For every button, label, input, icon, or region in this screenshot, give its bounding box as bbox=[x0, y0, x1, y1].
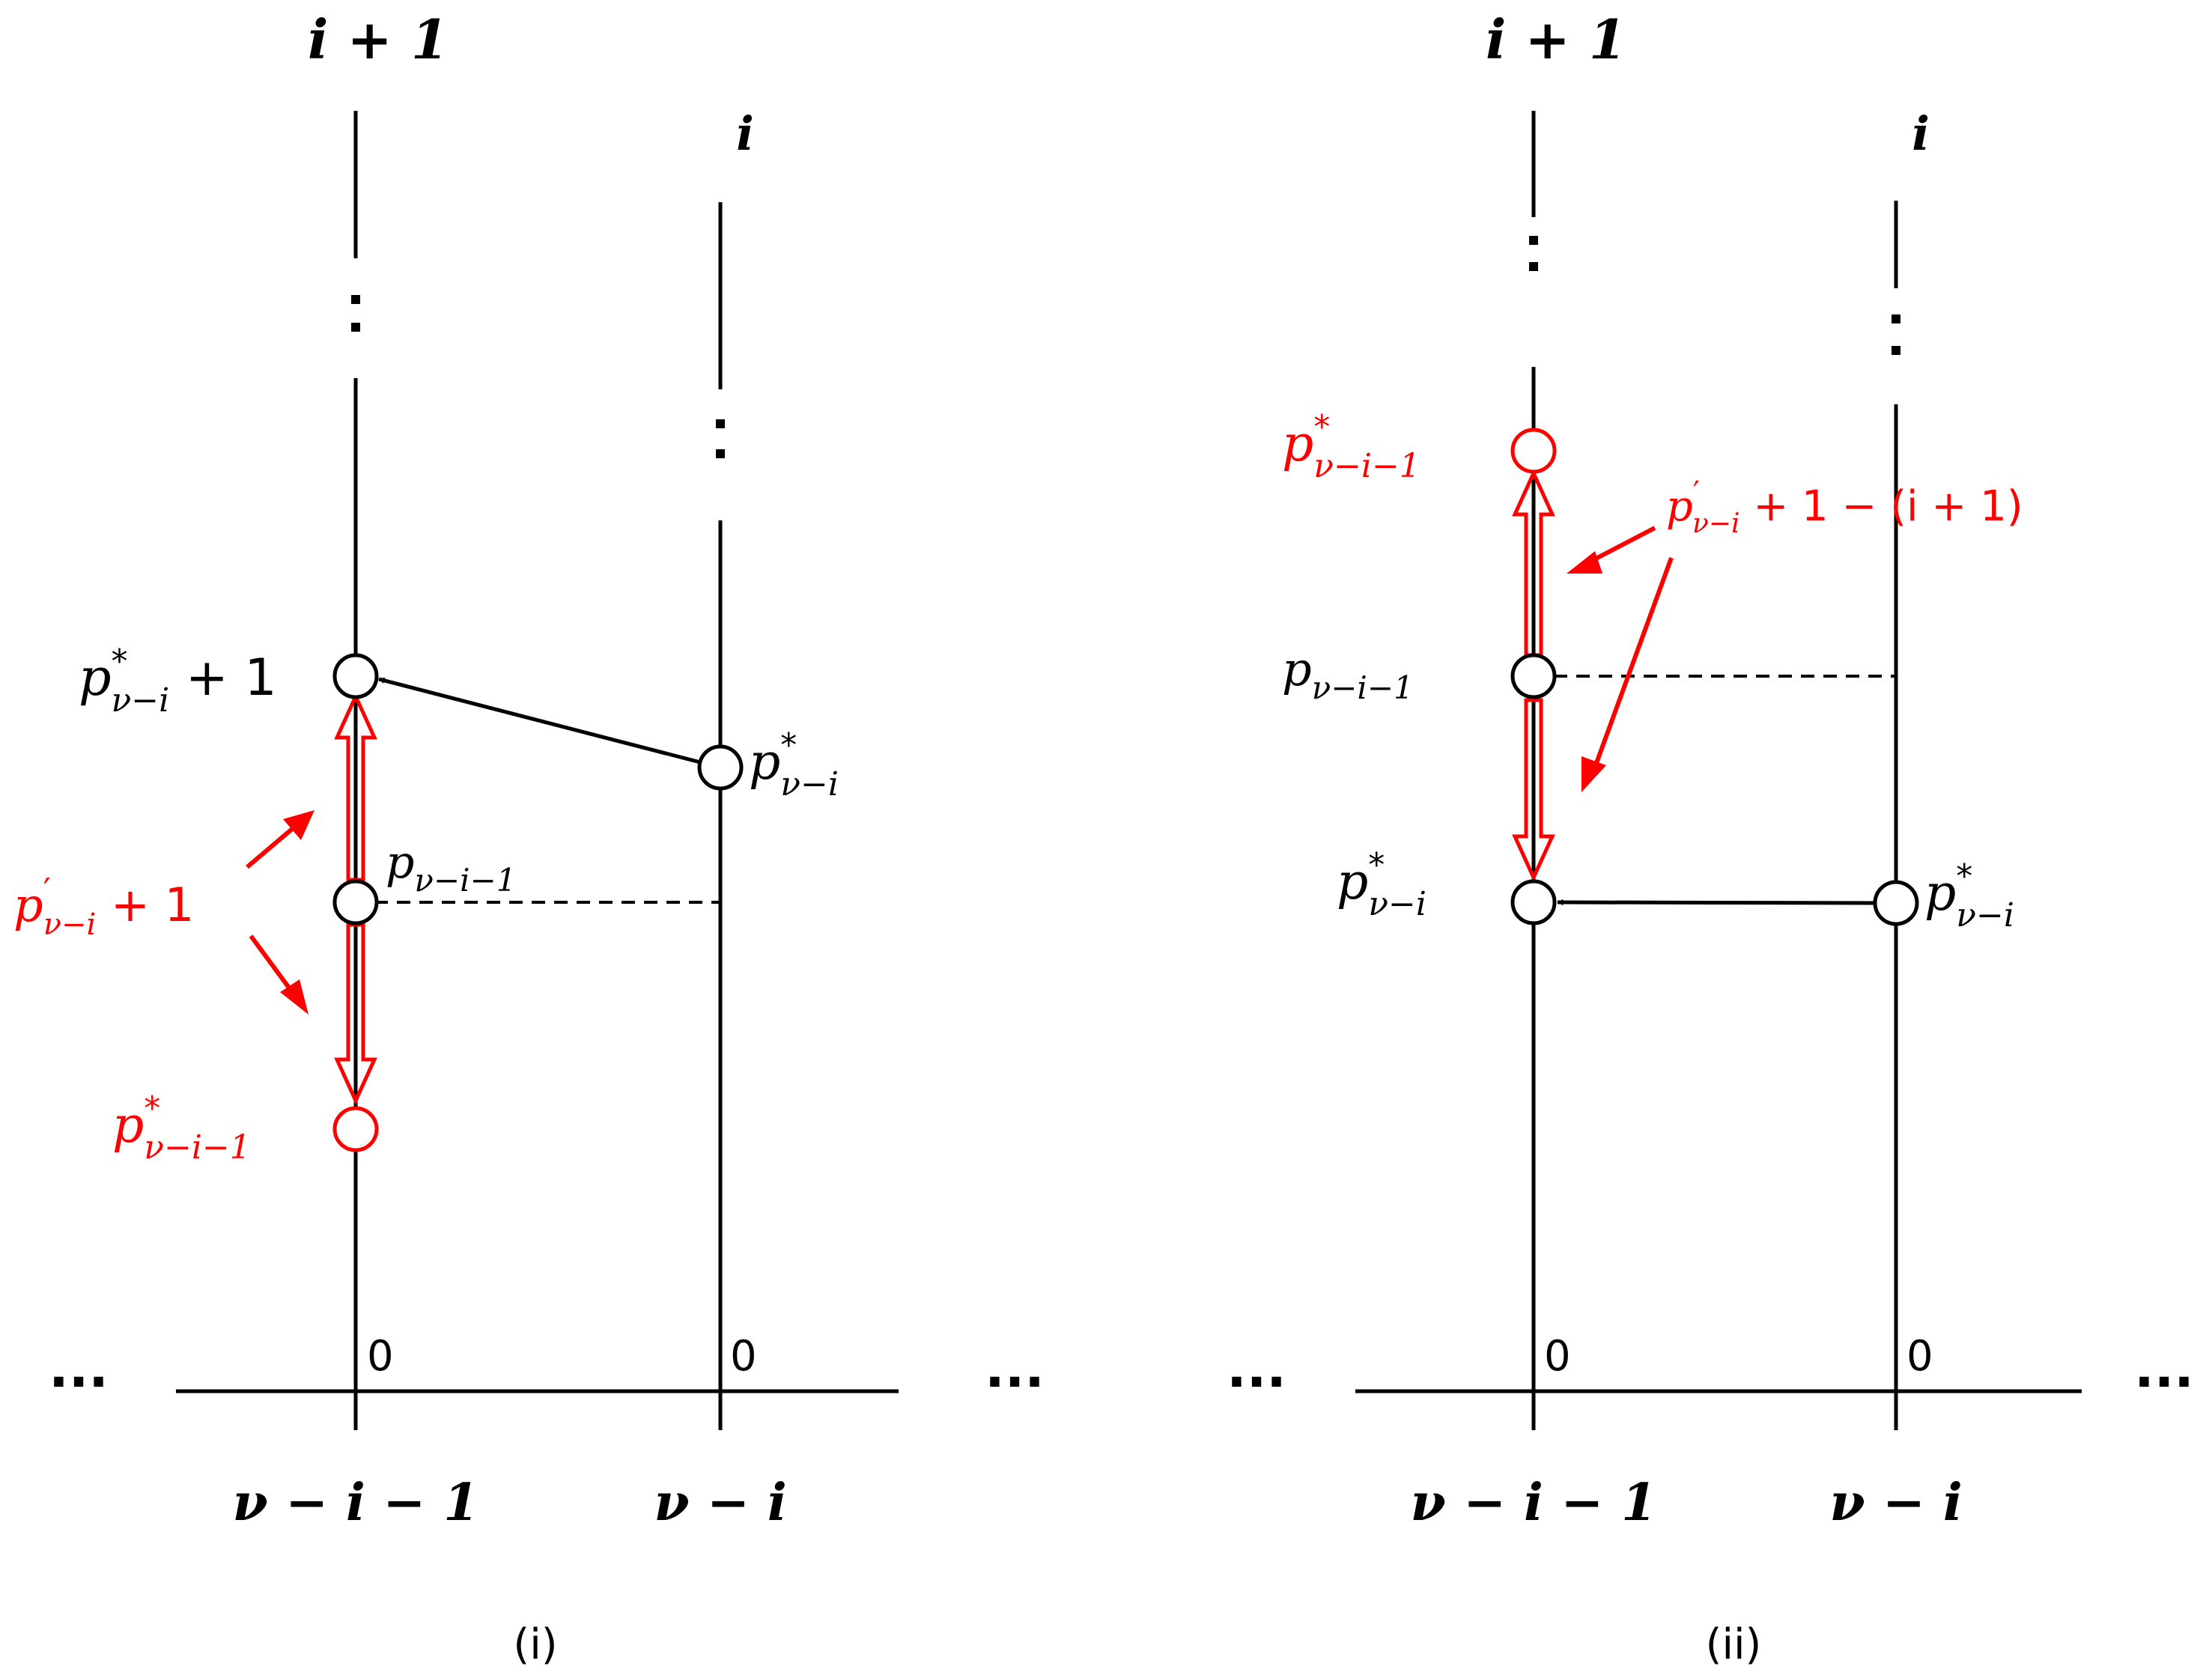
panel-i-right-column-dot bbox=[716, 449, 725, 458]
panel-i-red-pointer-down-head bbox=[280, 979, 309, 1015]
panel-i-node-red-label: p* ν−i−1 bbox=[112, 1089, 251, 1167]
panel-ii: ··· ··· i + 1 i bbox=[1227, 7, 2194, 1669]
panel-ii-red-pointer-up-head bbox=[1567, 551, 1602, 574]
panel-i-node-top-label: p* ν−i + 1 bbox=[79, 642, 277, 720]
panel-i-node-red bbox=[332, 1106, 379, 1152]
panel-ii-column-label-right: i bbox=[1912, 106, 1930, 161]
panel-ii-zero-left: 0 bbox=[1544, 1332, 1571, 1381]
panel-i-red-pointer-up-head bbox=[283, 810, 315, 840]
panel-ii-node-red-label: p* ν−i−1 bbox=[1282, 408, 1421, 485]
panel-i-column-label-right: i bbox=[736, 106, 754, 161]
panel-ii-node-low-right-label: p* ν−i bbox=[1924, 857, 2014, 934]
panel-i-node-mid bbox=[332, 879, 379, 925]
panel-ii-red-pointer-down-head bbox=[1581, 756, 1606, 792]
panel-ii-node-mid-label: pν−i−1 bbox=[1282, 642, 1414, 706]
panel-ii-column-label-left: i + 1 bbox=[1486, 7, 1626, 71]
panel-ii-left-column-dot bbox=[1529, 262, 1538, 271]
panel-i-caption: (i) bbox=[513, 1620, 557, 1669]
panel-ii-red-pointer-down bbox=[1591, 556, 1674, 773]
panel-i-left-column-dot bbox=[351, 323, 360, 332]
panel-i-ellipsis-left: ··· bbox=[49, 1352, 109, 1413]
panel-ii-node-red bbox=[1510, 428, 1557, 474]
panel-ii-ellipsis-right: ··· bbox=[2134, 1352, 2194, 1413]
panel-i-column-label-left: i + 1 bbox=[308, 7, 449, 71]
panel-i-zero-left: 0 bbox=[367, 1332, 394, 1381]
panel-i-node-top bbox=[332, 653, 379, 699]
panel-i-node-mid-label: pν−i−1 bbox=[386, 836, 517, 899]
panel-i-zero-right: 0 bbox=[730, 1332, 757, 1381]
panel-ii-axis-label-left: ν − i − 1 bbox=[1411, 1473, 1657, 1533]
panel-i-node-right bbox=[697, 744, 744, 791]
panel-ii-left-column-dot bbox=[1529, 236, 1538, 245]
panel-ii-right-column-dot bbox=[1892, 346, 1900, 355]
panel-ii-node-low-left-label: p* ν−i bbox=[1337, 846, 1426, 923]
panel-ii-red-label: p′ ν−i + 1 − (i + 1) bbox=[1666, 475, 2023, 539]
panel-ii-ellipsis-left: ··· bbox=[1227, 1352, 1286, 1413]
panel-ii-axis-label-right: ν − i bbox=[1829, 1473, 1962, 1533]
panel-i-left-column-dot bbox=[351, 295, 360, 304]
panel-ii-right-column-dot bbox=[1892, 314, 1900, 323]
panel-i-axis-label-right: ν − i bbox=[654, 1473, 786, 1533]
panel-i: ··· ··· i + 1 i bbox=[13, 7, 1045, 1669]
panel-i-right-column-dot bbox=[716, 419, 725, 428]
panel-i-node-right-label: p* ν−i bbox=[749, 726, 839, 803]
panel-ii-node-low-left bbox=[1510, 879, 1557, 925]
panel-ii-node-mid bbox=[1510, 653, 1557, 699]
panel-ii-caption: (ii) bbox=[1706, 1620, 1762, 1669]
panel-ii-node-low-right bbox=[1873, 880, 1919, 926]
panel-i-red-label: p′ ν−i + 1 bbox=[13, 872, 194, 942]
panel-ii-black-arrow bbox=[1557, 899, 1877, 906]
panel-i-axis-label-left: ν − i − 1 bbox=[233, 1473, 479, 1533]
panel-i-ellipsis-right: ··· bbox=[985, 1352, 1045, 1413]
panel-ii-zero-right: 0 bbox=[1906, 1332, 1933, 1381]
panel-i-black-arrow bbox=[378, 677, 701, 764]
